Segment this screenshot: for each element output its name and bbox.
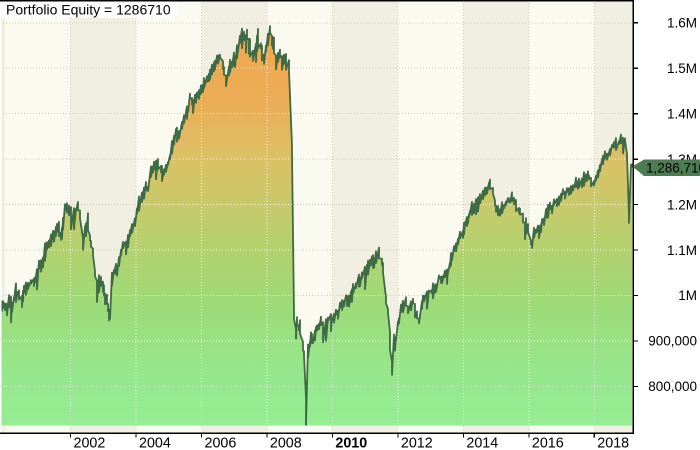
svg-text:1,286,710: 1,286,710 [646,161,700,176]
svg-text:2010: 2010 [335,436,367,450]
svg-text:1.1M: 1.1M [667,243,697,258]
svg-text:Portfolio Equity = 1286710: Portfolio Equity = 1286710 [6,2,171,18]
svg-text:2016: 2016 [532,436,564,450]
svg-text:1M: 1M [678,288,697,303]
svg-text:900,000: 900,000 [648,334,697,349]
svg-text:2012: 2012 [401,436,433,450]
svg-text:800,000: 800,000 [648,379,697,394]
svg-text:1.6M: 1.6M [667,16,697,31]
svg-text:2014: 2014 [466,436,498,450]
svg-text:1.2M: 1.2M [667,197,697,212]
svg-text:1.5M: 1.5M [667,61,697,76]
svg-text:1.4M: 1.4M [667,106,697,121]
svg-text:2004: 2004 [139,436,171,450]
svg-text:2002: 2002 [74,436,106,450]
svg-text:2008: 2008 [270,436,302,450]
svg-text:2006: 2006 [205,436,237,450]
svg-text:2018: 2018 [597,436,629,450]
